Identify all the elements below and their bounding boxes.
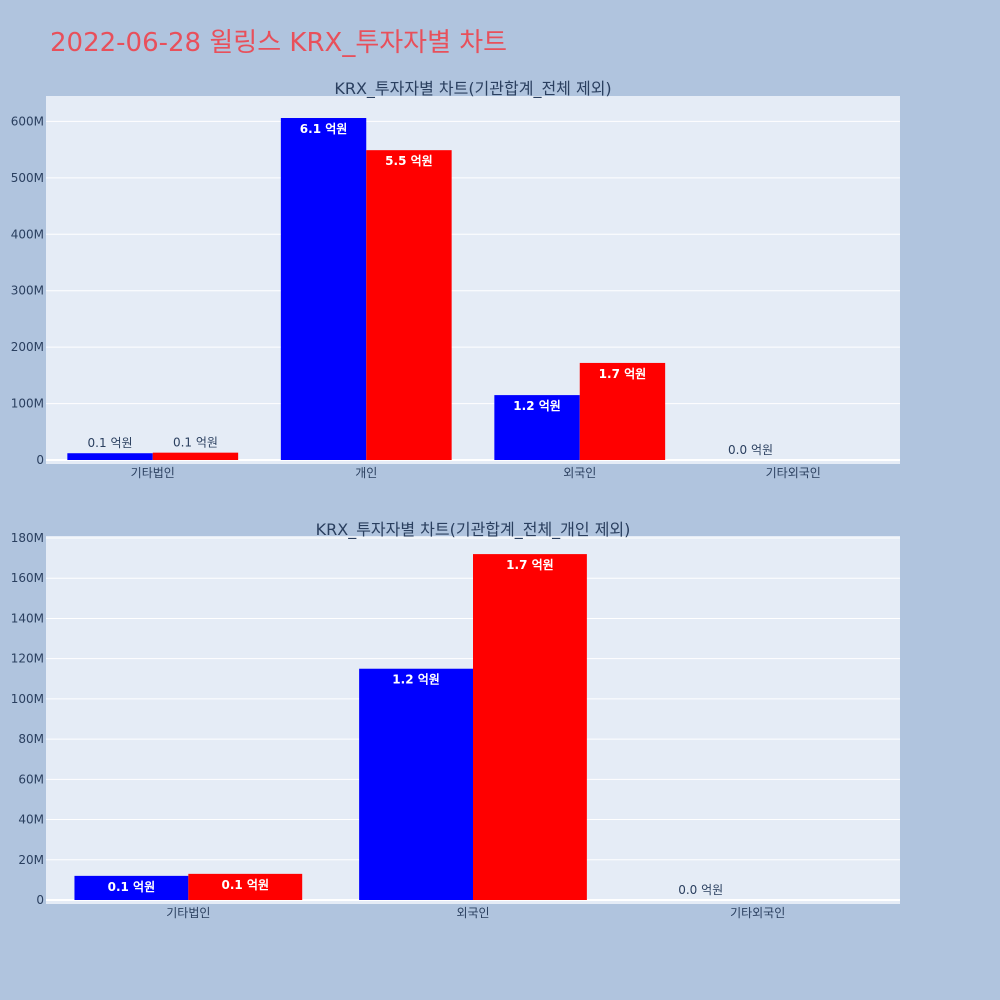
bottom-y-tick-label: 100M bbox=[11, 692, 44, 706]
top-x-tick-label: 기타법인 bbox=[131, 466, 175, 480]
top-bar bbox=[366, 150, 452, 460]
bottom-y-tick-label: 20M bbox=[18, 853, 44, 867]
bottom-y-tick-label: 60M bbox=[18, 772, 44, 786]
bottom-data-label: 1.7 억원 bbox=[506, 558, 554, 572]
top-data-label: 6.1 억원 bbox=[300, 122, 348, 136]
top-y-tick-label: 400M bbox=[11, 227, 44, 241]
bottom-x-tick-label: 기타외국인 bbox=[730, 906, 785, 920]
bottom-x-tick-label: 기타법인 bbox=[166, 906, 210, 920]
top-data-label: 5.5 억원 bbox=[385, 154, 433, 168]
top-bar bbox=[67, 453, 153, 460]
top-chart-title: KRX_투자자별 차트(기관합계_전체 제외) bbox=[334, 79, 611, 99]
top-y-tick-label: 500M bbox=[11, 171, 44, 185]
top-y-tick-label: 200M bbox=[11, 340, 44, 354]
page-title: 2022-06-28 윌링스 KRX_투자자별 차트 bbox=[50, 28, 508, 58]
bottom-y-tick-label: 140M bbox=[11, 611, 44, 625]
top-x-tick-label: 개인 bbox=[355, 466, 377, 480]
bottom-x-tick-label: 외국인 bbox=[456, 906, 489, 920]
bottom-data-label: 0.1 억원 bbox=[108, 880, 156, 894]
top-data-label: 0.1 억원 bbox=[173, 436, 218, 450]
bottom-data-label: 0.0 억원 bbox=[678, 883, 723, 897]
top-y-tick-label: 0 bbox=[36, 453, 44, 467]
bottom-chart-title: KRX_투자자별 차트(기관합계_전체_개인 제외) bbox=[316, 520, 631, 540]
top-plot-area bbox=[46, 96, 900, 464]
top-data-label: 1.7 억원 bbox=[599, 367, 647, 381]
chart-top: 0 100M 200M 300M 400M 500M 600M KRX_투자자별 차트(기관합… bbox=[11, 79, 900, 480]
top-y-tick-label: 600M bbox=[11, 114, 44, 128]
top-bar bbox=[152, 452, 239, 460]
top-bar bbox=[280, 118, 367, 460]
top-data-label: 0.1 억원 bbox=[88, 436, 133, 450]
top-y-tick-label: 300M bbox=[11, 284, 44, 298]
bottom-bar bbox=[74, 875, 189, 900]
bottom-y-tick-label: 40M bbox=[18, 813, 44, 827]
bottom-y-tick-label: 160M bbox=[11, 571, 44, 585]
top-data-label: 0.0 억원 bbox=[728, 443, 773, 457]
top-x-tick-label: 외국인 bbox=[563, 466, 596, 480]
top-y-tick-label: 100M bbox=[11, 397, 44, 411]
bottom-y-tick-label: 120M bbox=[11, 652, 44, 666]
bottom-y-tick-label: 180M bbox=[11, 531, 44, 545]
bottom-data-label: 0.1 억원 bbox=[222, 878, 270, 892]
bottom-y-tick-label: 0 bbox=[36, 893, 44, 907]
bottom-bar bbox=[473, 554, 587, 900]
top-data-label: 1.2 억원 bbox=[513, 399, 561, 413]
bottom-y-tick-label: 80M bbox=[18, 732, 44, 746]
top-bar bbox=[494, 395, 580, 460]
bottom-bar bbox=[359, 668, 473, 900]
top-bar bbox=[579, 362, 666, 460]
top-x-tick-label: 기타외국인 bbox=[766, 466, 821, 480]
bottom-bar bbox=[188, 873, 303, 900]
bottom-data-label: 1.2 억원 bbox=[392, 673, 440, 687]
